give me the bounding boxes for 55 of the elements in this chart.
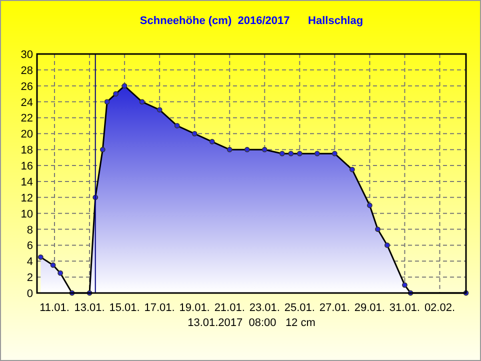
x-tick-label: 23.01.	[249, 302, 280, 314]
x-tick-label: 21.01.	[214, 302, 245, 314]
y-tick-label: 14	[20, 176, 33, 188]
y-tick-label: 26	[20, 80, 33, 93]
point	[349, 166, 355, 172]
point	[58, 270, 64, 276]
y-tick-label: 30	[20, 49, 33, 61]
y-tick-label: 0	[26, 288, 33, 300]
point	[402, 282, 408, 288]
point	[100, 146, 106, 152]
y-tick-label: 6	[26, 240, 33, 252]
x-tick-label: 29.01.	[354, 302, 385, 314]
y-tick-label: 16	[20, 160, 33, 173]
x-tick-label: 15.01.	[109, 302, 140, 314]
point	[366, 202, 372, 208]
x-tick-label: 13.01.	[74, 302, 105, 314]
point	[279, 150, 285, 156]
point	[38, 254, 44, 260]
x-tick-label: 11.01.	[40, 302, 70, 314]
point	[384, 242, 390, 248]
x-tick-label: 19.01.	[179, 302, 210, 314]
point	[192, 130, 198, 136]
x-tick-label: 31.01.	[389, 302, 420, 314]
y-tick-label: 2	[26, 272, 33, 284]
y-tick-label: 8	[26, 224, 33, 236]
text: 13.01.2017 08:00 12 cm	[188, 317, 316, 329]
y-tick-label: 4	[26, 256, 33, 268]
point	[50, 262, 56, 268]
point	[288, 150, 294, 156]
y-tick-label: 22	[20, 112, 33, 125]
point	[296, 150, 302, 156]
x-tick-label: 17.01.	[144, 302, 175, 314]
point	[314, 150, 320, 156]
point	[375, 226, 380, 232]
point	[174, 123, 180, 128]
chart-title: Schneehöhe (cm) 2016/2017 Hallschlag	[140, 15, 364, 27]
point	[139, 99, 145, 104]
x-tick-label: 25.01.	[284, 302, 315, 314]
point	[209, 138, 215, 144]
point	[104, 99, 110, 104]
point	[226, 146, 232, 152]
y-tick-label: 28	[20, 64, 33, 77]
y-tick-label: 24	[20, 96, 33, 109]
y-tick-label: 20	[20, 128, 33, 141]
point	[332, 150, 338, 156]
y-tick-label: 18	[20, 144, 33, 157]
point	[262, 146, 268, 152]
point	[113, 91, 118, 97]
y-tick-label: 12	[20, 192, 33, 204]
point	[122, 83, 128, 89]
y-tick-label: 10	[20, 208, 33, 220]
point	[244, 146, 250, 152]
x-tick-label: 02.02.	[424, 302, 456, 314]
x-tick-label: 27.01.	[319, 302, 350, 314]
point	[156, 107, 162, 112]
